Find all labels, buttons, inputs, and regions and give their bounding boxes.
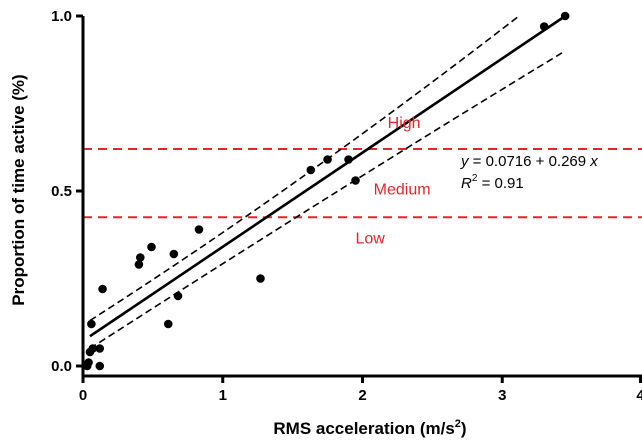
- y-axis-title: Proportion of time active (%): [9, 74, 28, 305]
- data-point-3: [88, 344, 98, 353]
- x-tick-label-3: 3: [498, 387, 506, 404]
- ci-upper-line: [89, 15, 520, 322]
- fit-line: [89, 13, 569, 338]
- zone-label-low: Low: [356, 231, 386, 248]
- threshold-lines: [83, 148, 642, 219]
- confidence-band: [89, 15, 566, 350]
- data-point-4: [87, 319, 96, 329]
- data-point-18: [344, 155, 353, 164]
- x-tick-label-2: 2: [358, 387, 366, 404]
- data-point-7: [98, 284, 107, 294]
- x-axis-title: RMS acceleration (m/s2): [273, 418, 466, 438]
- data-point-13: [173, 291, 183, 301]
- data-point-17: [323, 155, 332, 164]
- data-point-16: [306, 165, 316, 175]
- data-point-11: [163, 319, 173, 329]
- data-point-20: [539, 22, 549, 31]
- y-tick-label-2: 1.0: [51, 8, 72, 25]
- x-tick-label-4: 4: [636, 387, 642, 404]
- data-point-6: [95, 344, 105, 353]
- ci-lower-line: [89, 50, 566, 350]
- data-point-19: [351, 176, 360, 185]
- data-point-9: [135, 253, 145, 262]
- data-point-5: [95, 361, 105, 371]
- y-tick-label-0: 0.0: [51, 358, 72, 375]
- data-point-10: [147, 242, 156, 252]
- r-squared-value: R2 = 0.91: [461, 173, 524, 192]
- x-tick-label-1: 1: [219, 387, 227, 404]
- data-point-12: [169, 249, 179, 259]
- data-point-14: [194, 225, 204, 234]
- zone-label-medium: Medium: [374, 182, 431, 199]
- data-point-15: [256, 274, 265, 283]
- zone-label-high: High: [388, 115, 421, 132]
- regression-line: [89, 13, 569, 338]
- annotations: High Medium Low: [356, 115, 431, 248]
- data-point-8: [134, 260, 144, 269]
- data-point-21: [560, 11, 570, 21]
- x-tick-label-0: 0: [79, 387, 87, 404]
- regression-equation: y = 0.0716 + 0.269 x: [460, 153, 598, 170]
- data-points: [82, 11, 570, 371]
- axes: 0 1 2 3 4 0.0 0.5 1.0: [51, 8, 642, 404]
- data-point-1: [84, 358, 93, 367]
- y-tick-label-1: 0.5: [51, 183, 72, 200]
